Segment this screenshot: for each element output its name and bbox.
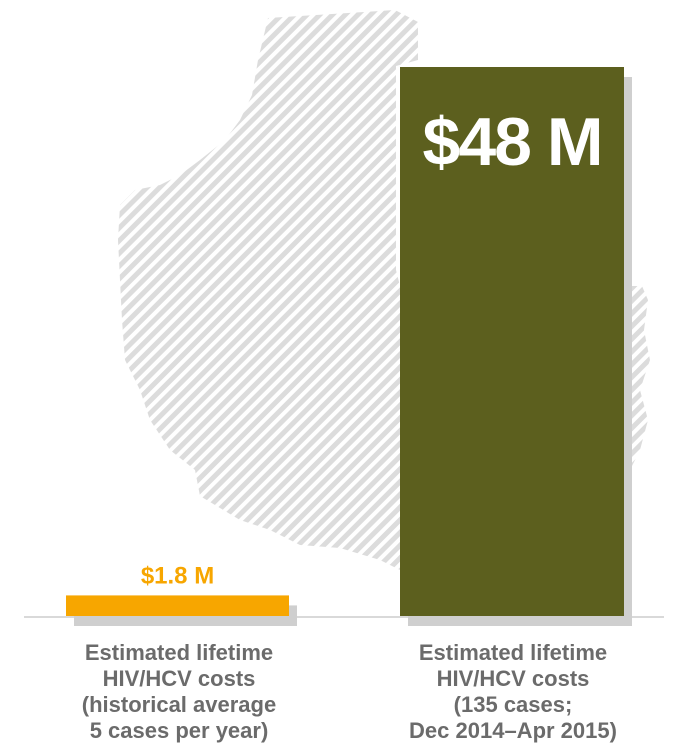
bar bbox=[66, 595, 289, 616]
data-label: $48 M bbox=[423, 104, 602, 180]
data-label: $1.8 M bbox=[141, 562, 214, 589]
x-tick-label: Estimated lifetime HIV/HCV costs (histor… bbox=[81, 640, 277, 743]
bars-layer: $1.8 M $48 M bbox=[66, 67, 632, 626]
x-tick-label: Estimated lifetime HIV/HCV costs (135 ca… bbox=[409, 640, 617, 743]
bar bbox=[400, 67, 624, 616]
